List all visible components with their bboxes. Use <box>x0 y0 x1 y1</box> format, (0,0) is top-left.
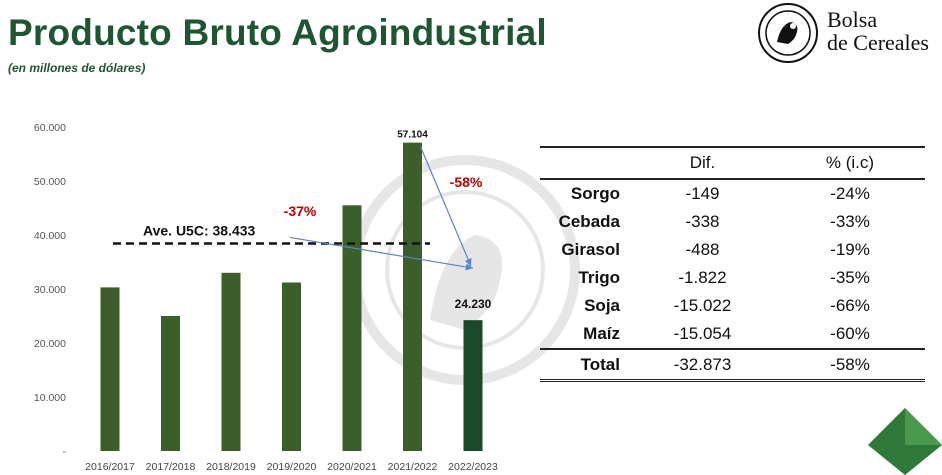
bolsa-logo: Bolsa de Cereales <box>755 2 942 64</box>
table-total-row: Total -32.873 -58% <box>540 348 925 382</box>
annotation-pct: -58% <box>450 174 483 190</box>
row-pct: -35% <box>830 268 870 287</box>
arrow-from-average <box>289 236 474 271</box>
bar <box>403 142 422 451</box>
row-pct: -60% <box>830 324 870 343</box>
x-tick-label: 2022/2023 <box>448 461 498 473</box>
annotation-pct: -37% <box>284 203 317 219</box>
row-label: Trigo <box>578 268 620 287</box>
corner-decoration <box>868 408 942 475</box>
x-tick-label: 2020/2021 <box>327 461 377 473</box>
row-dif: -488 <box>685 240 720 259</box>
bar-chart: - 10.000 20.000 30.000 40.000 50.000 60.000 20… <box>34 122 498 473</box>
page-title: Producto Bruto Agroindustrial <box>8 12 547 53</box>
total-pct: -58% <box>775 348 925 382</box>
table-row: Maíz -15.054 -60% <box>540 320 925 349</box>
y-tick-label: 60.000 <box>34 122 66 134</box>
x-tick-label: 2016/2017 <box>85 461 135 473</box>
table-row: Cebada -338 -33% <box>540 208 925 236</box>
y-tick-label: - <box>63 446 67 458</box>
total-label: Total <box>540 348 630 382</box>
x-tick-label: 2018/2019 <box>206 461 256 473</box>
y-tick-label: 50.000 <box>34 176 66 188</box>
row-label: Maíz <box>583 324 620 343</box>
arrow-from-peak <box>419 146 472 267</box>
y-tick-label: 40.000 <box>34 230 66 242</box>
row-pct: -33% <box>830 212 870 231</box>
y-tick-label: 10.000 <box>34 392 66 404</box>
row-pct: -66% <box>830 296 870 315</box>
table-row: Trigo -1.822 -35% <box>540 264 925 292</box>
y-tick-label: 30.000 <box>34 284 66 296</box>
logo-line2: de Cereales <box>827 30 929 55</box>
total-dif: -32.873 <box>630 348 775 382</box>
bar <box>463 320 483 451</box>
table-row: Soja -15.022 -66% <box>540 292 925 320</box>
row-dif: -149 <box>685 184 720 203</box>
logo-line1: Bolsa <box>827 7 878 32</box>
table-header-dif: Dif. <box>630 146 775 180</box>
row-dif: -15.022 <box>673 296 732 315</box>
y-tick-label: 20.000 <box>34 338 66 350</box>
row-label: Soja <box>584 296 620 315</box>
x-tick-label: 2017/2018 <box>146 461 196 473</box>
bar <box>100 287 120 451</box>
table-row: Sorgo -149 -24% <box>540 179 925 208</box>
table-header-pct: % (i.c) <box>775 146 925 180</box>
row-pct: -19% <box>830 240 870 259</box>
row-dif: -1.822 <box>678 268 727 287</box>
seal-icon <box>758 3 818 63</box>
row-label: Cebada <box>558 212 620 231</box>
difference-table: Dif. % (i.c) Sorgo -149 -24% Cebada -338… <box>540 146 925 382</box>
row-pct: -24% <box>830 184 870 203</box>
row-label: Sorgo <box>570 184 620 203</box>
x-tick-label: 2019/2020 <box>267 461 317 473</box>
average-label: Ave. U5C: 38.433 <box>143 222 256 238</box>
row-label: Girasol <box>561 240 620 259</box>
table-header-label <box>540 146 630 180</box>
bar <box>221 272 241 451</box>
row-dif: -15.054 <box>673 324 732 343</box>
bar <box>342 205 362 451</box>
x-tick-label: 2021/2022 <box>388 461 438 473</box>
bar <box>161 316 180 451</box>
data-label: 24.230 <box>455 297 492 311</box>
table-row: Girasol -488 -19% <box>540 236 925 264</box>
data-label: 57.104 <box>397 130 428 141</box>
page-subtitle: (en millones de dólares) <box>8 61 146 75</box>
row-dif: -338 <box>685 212 720 231</box>
table-header-row: Dif. % (i.c) <box>540 146 925 180</box>
bar <box>282 282 301 451</box>
